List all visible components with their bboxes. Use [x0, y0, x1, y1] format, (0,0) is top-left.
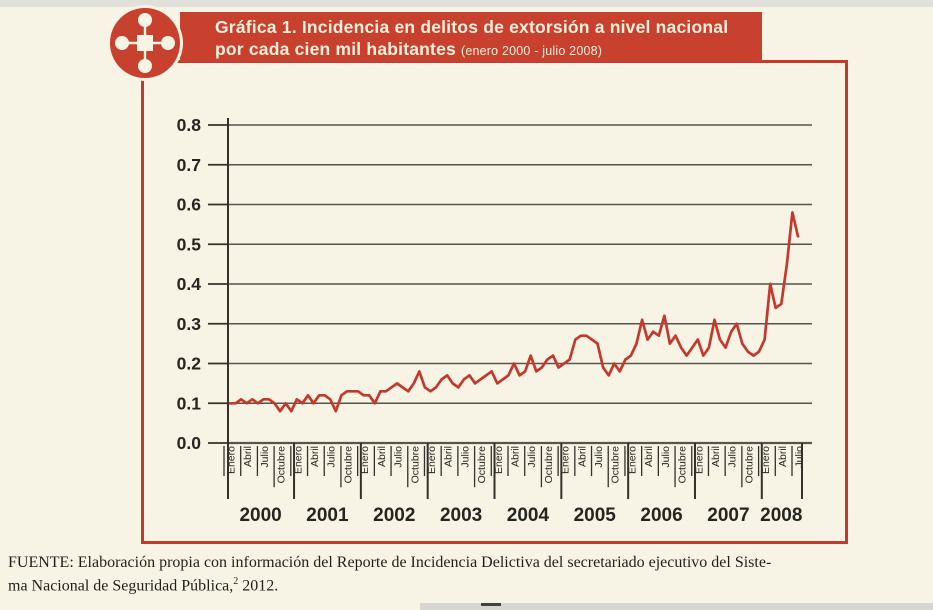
svg-text:Octubre: Octubre [677, 446, 689, 484]
svg-text:Enero: Enero [693, 446, 705, 474]
svg-text:2001: 2001 [306, 505, 349, 526]
chart-title-line1: Gráfica 1. Incidencia en delitos de exto… [215, 17, 729, 37]
svg-text:Octubre: Octubre [342, 446, 354, 484]
page-bottom-mark [481, 603, 501, 606]
svg-text:2007: 2007 [707, 505, 749, 526]
svg-text:Enero: Enero [626, 446, 638, 474]
svg-text:0.7: 0.7 [177, 155, 201, 175]
svg-text:2006: 2006 [640, 505, 682, 526]
svg-text:0.3: 0.3 [177, 314, 202, 334]
svg-text:2004: 2004 [507, 505, 550, 526]
svg-text:Octubre: Octubre [743, 446, 755, 484]
svg-text:Julio: Julio [794, 446, 806, 468]
svg-text:Abril: Abril [710, 446, 722, 467]
svg-text:Abril: Abril [777, 446, 789, 467]
svg-text:Abril: Abril [576, 446, 588, 467]
svg-text:Octubre: Octubre [543, 446, 555, 484]
svg-text:0.5: 0.5 [177, 234, 202, 254]
page-bottom-strip [420, 603, 933, 610]
svg-text:0.6: 0.6 [177, 195, 202, 215]
svg-text:Enero: Enero [493, 446, 505, 474]
svg-text:Julio: Julio [259, 446, 271, 468]
svg-text:0.0: 0.0 [177, 433, 202, 453]
svg-text:Enero: Enero [359, 446, 371, 474]
svg-text:Julio: Julio [459, 446, 471, 468]
source-note: FUENTE: Elaboración propia con informaci… [8, 552, 930, 598]
source-note-line1: FUENTE: Elaboración propia con informaci… [8, 554, 772, 571]
svg-text:Abril: Abril [510, 446, 522, 467]
svg-text:Octubre: Octubre [610, 446, 622, 484]
svg-text:Octubre: Octubre [409, 446, 421, 484]
chart-title-line2: por cada cien mil habitantes (enero 2000 … [215, 39, 603, 59]
svg-text:2002: 2002 [373, 505, 415, 526]
chart-title-banner: Gráfica 1. Incidencia en delitos de exto… [180, 12, 762, 62]
svg-text:Octubre: Octubre [476, 446, 488, 484]
hub-emblem-icon [107, 5, 183, 81]
svg-text:2003: 2003 [440, 505, 482, 526]
footnote-marker: 2 [233, 575, 239, 587]
svg-text:2000: 2000 [239, 505, 281, 526]
svg-text:Julio: Julio [326, 446, 338, 468]
svg-text:0.1: 0.1 [177, 393, 202, 413]
svg-text:0.4: 0.4 [177, 274, 202, 294]
svg-text:Enero: Enero [292, 446, 304, 474]
svg-text:Abril: Abril [443, 446, 455, 467]
svg-text:0.8: 0.8 [177, 115, 202, 135]
page-top-strip [0, 0, 933, 7]
svg-text:Enero: Enero [426, 446, 438, 474]
svg-text:Octubre: Octubre [276, 446, 288, 484]
source-note-line2: ma Nacional de Seguridad Pública,2 2012. [8, 575, 279, 595]
svg-text:0.2: 0.2 [177, 354, 202, 374]
svg-text:Julio: Julio [593, 446, 605, 468]
svg-text:Enero: Enero [760, 446, 772, 474]
svg-text:Julio: Julio [660, 446, 672, 468]
svg-text:2005: 2005 [574, 505, 617, 526]
svg-text:Julio: Julio [526, 446, 538, 468]
svg-text:Abril: Abril [309, 446, 321, 467]
svg-text:Julio: Julio [393, 446, 405, 468]
svg-text:2008: 2008 [760, 505, 802, 526]
svg-text:Julio: Julio [727, 446, 739, 468]
svg-text:Enero: Enero [226, 446, 238, 474]
svg-text:Abril: Abril [643, 446, 655, 467]
svg-text:Abril: Abril [242, 446, 254, 467]
chart-title-period: (enero 2000 - julio 2008) [460, 44, 603, 58]
svg-text:Abril: Abril [376, 446, 388, 467]
svg-text:Enero: Enero [560, 446, 572, 474]
